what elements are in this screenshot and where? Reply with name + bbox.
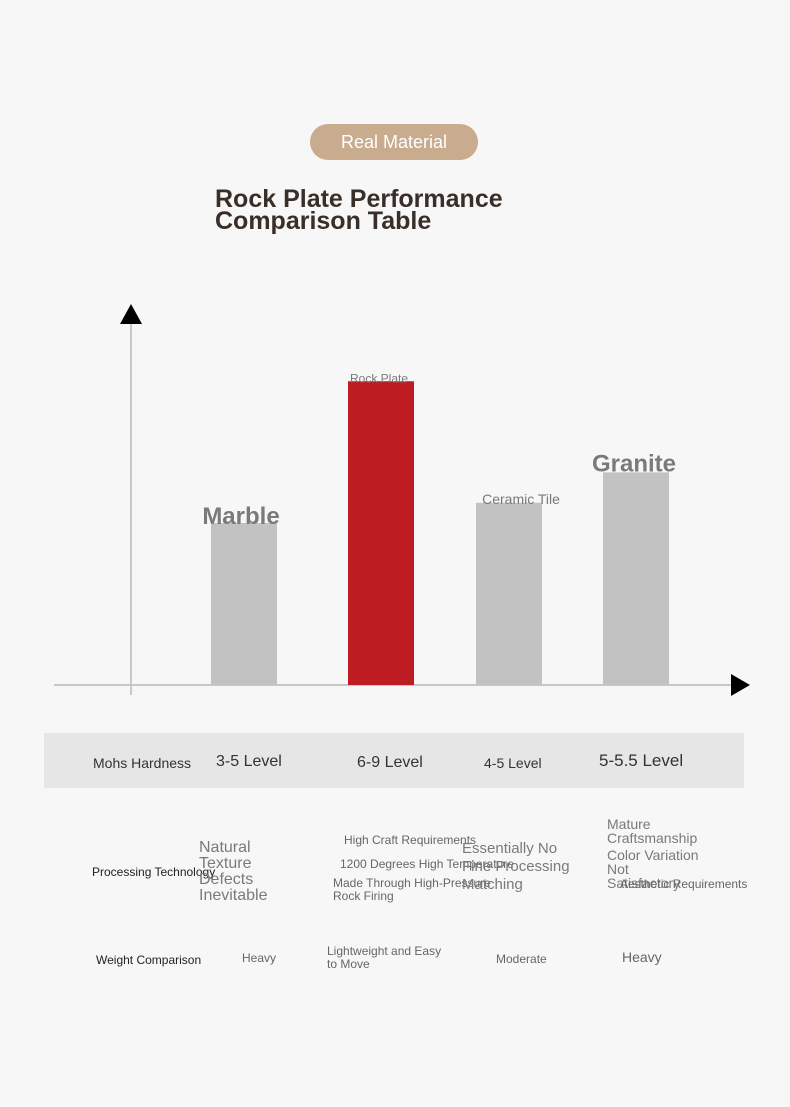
weight-granite: Heavy: [622, 949, 662, 965]
x-axis-arrow-icon: [731, 674, 750, 696]
processing-label: Processing Technology: [92, 865, 216, 879]
processing-ceramic-line: Essentially No: [462, 840, 558, 857]
bar-label-ceramic-tile: Ceramic Tile: [482, 491, 560, 507]
processing-granite-line: Color Variation: [607, 847, 699, 863]
material-badge: Real Material: [310, 124, 478, 160]
hardness-label: Mohs Hardness: [93, 755, 192, 771]
processing-marble: Natural Texture Defects Inevitable: [199, 840, 268, 904]
bar-granite: [603, 472, 669, 685]
processing-rock-plate-3: Made Through High-Pressure Rock Firing: [333, 877, 491, 903]
bar-ceramic-tile: [476, 502, 542, 685]
weight-ceramic: Moderate: [496, 952, 547, 966]
processing-ceramic-line: Matching: [462, 876, 523, 893]
processing-granite-line: Mature: [607, 816, 651, 832]
bar-group: Marble Rock Plate Ceramic Tile Granite: [202, 371, 676, 685]
weight-rock-plate-line: to Move: [327, 957, 370, 971]
bar-chart: Marble Rock Plate Ceramic Tile Granite: [54, 304, 750, 696]
weight-rock-plate-line: Lightweight and Easy: [327, 944, 442, 958]
y-axis-arrow-icon: [120, 304, 142, 324]
bar-rock-plate: [348, 381, 414, 685]
hardness-granite: 5-5.5 Level: [599, 751, 684, 770]
processing-granite-line: Satisfactory: [607, 875, 681, 891]
processing-granite-aesthetic: Aesthetic Requirements: [620, 877, 748, 891]
processing-granite-line: Craftsmanship: [607, 830, 698, 846]
bar-label-granite: Granite: [592, 450, 676, 477]
hardness-rock-plate: 6-9 Level: [357, 754, 423, 771]
processing-ceramic: Essentially No Fine Processing Matching: [462, 840, 570, 894]
title-line-2: Comparison Table: [215, 207, 432, 235]
processing-rock-plate-2: 1200 Degrees High Temperature: [340, 857, 514, 871]
hardness-row: [44, 733, 744, 788]
processing-rock-plate-line: Rock Firing: [333, 889, 394, 903]
bar-label-rock-plate: Rock Plate: [350, 371, 408, 385]
processing-marble-line: Texture: [199, 855, 252, 872]
weight-label: Weight Comparison: [96, 953, 202, 967]
bar-label-marble: Marble: [202, 503, 279, 530]
processing-ceramic-line: Fine Processing: [462, 858, 570, 875]
hardness-ceramic: 4-5 Level: [484, 755, 542, 771]
weight-rock-plate: Lightweight and Easy to Move: [327, 945, 441, 971]
processing-marble-line: Natural: [199, 839, 251, 856]
title-line-1: Rock Plate Performance: [215, 185, 503, 213]
weight-marble: Heavy: [242, 951, 277, 965]
processing-granite: Mature Craftsmanship Color Variation Not…: [607, 817, 699, 890]
hardness-marble: 3-5 Level: [216, 753, 282, 770]
bar-marble: [211, 523, 277, 685]
processing-rock-plate-1: High Craft Requirements: [344, 833, 477, 847]
processing-marble-line: Inevitable: [199, 887, 268, 904]
processing-rock-plate-line: Made Through High-Pressure: [333, 876, 491, 890]
processing-granite-line: Not: [607, 861, 629, 877]
page-title: Rock Plate Performance Comparison Table: [215, 185, 575, 235]
processing-marble-line: Defects: [199, 871, 254, 888]
